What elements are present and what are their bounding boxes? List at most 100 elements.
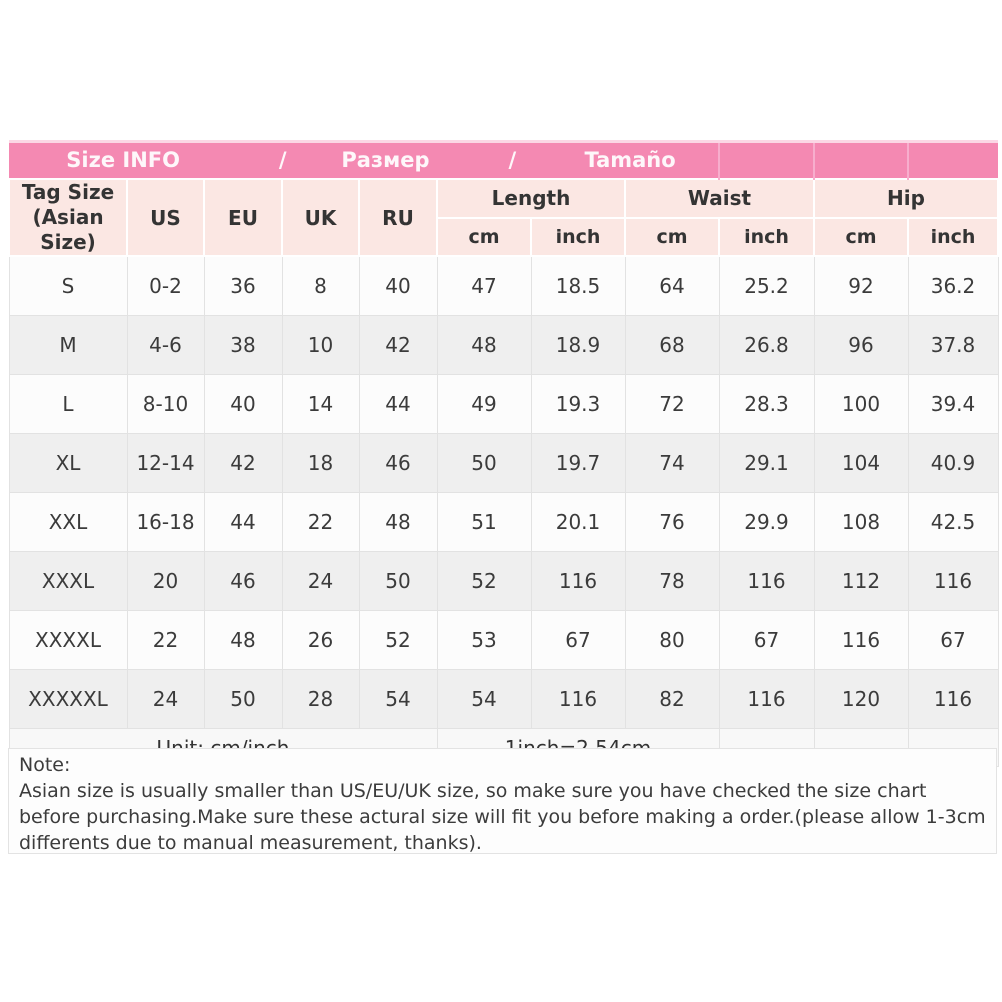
table-cell: 20.1 (530, 492, 626, 552)
header-length: Length (436, 178, 626, 219)
table-cell: 116 (718, 551, 815, 611)
header-hip-cm: cm (813, 216, 909, 257)
table-cell: 12-14 (126, 433, 205, 493)
table-cell: 24 (126, 669, 205, 729)
title-segment: Tamaño (584, 148, 676, 172)
table-cell: 52 (358, 610, 438, 670)
table-cell: 68 (624, 315, 720, 375)
table-cell: 20 (126, 551, 205, 611)
table-cell: 74 (624, 433, 720, 493)
table-cell: 104 (813, 433, 909, 493)
note-body: Asian size is usually smaller than US/EU… (19, 780, 986, 854)
header-row-units: cm inch cm inch cm inch (9, 216, 999, 257)
table-cell: 22 (126, 610, 205, 670)
title-band: Size INFO / Размер / Tamaño (9, 140, 998, 179)
table-cell: 78 (624, 551, 720, 611)
table-row: XXXL 20 46 24 50 52 116 78 116 112 116 (8, 551, 999, 611)
title-band-empty-cell (907, 140, 998, 179)
table-row: XXL 16-18 44 22 48 51 20.1 76 29.9 108 4… (8, 492, 999, 552)
table-cell: 42.5 (907, 492, 999, 552)
tag-size-cell: XXXXXL (8, 669, 128, 729)
table-cell: 18.5 (530, 255, 626, 316)
table-cell: 82 (624, 669, 720, 729)
corner-header-line2: (Asian Size) (32, 205, 104, 254)
tag-size-cell: XXL (8, 492, 128, 552)
table-cell: 80 (624, 610, 720, 670)
table-cell: 116 (530, 669, 626, 729)
header-uk: UK (281, 178, 360, 257)
table-cell: 54 (436, 669, 532, 729)
table-cell: 76 (624, 492, 720, 552)
table-row: S 0-2 36 8 40 47 18.5 64 25.2 92 36.2 (8, 255, 999, 316)
table-cell: 40.9 (907, 433, 999, 493)
table-cell: 116 (907, 551, 999, 611)
table-cell: 42 (203, 433, 283, 493)
table-cell: 19.7 (530, 433, 626, 493)
table-cell: 37.8 (907, 315, 999, 375)
table-cell: 36.2 (907, 255, 999, 316)
header-length-cm: cm (436, 216, 532, 257)
table-cell: 112 (813, 551, 909, 611)
table-cell: 8 (281, 255, 360, 316)
title-band-empty-cell (813, 140, 908, 179)
table-cell: 50 (358, 551, 438, 611)
table-cell: 51 (436, 492, 532, 552)
table-cell: 50 (203, 669, 283, 729)
table-cell: 53 (436, 610, 532, 670)
tag-size-cell: XXXXL (8, 610, 128, 670)
table-cell: 67 (530, 610, 626, 670)
table-cell: 26.8 (718, 315, 815, 375)
note-heading: Note: (19, 754, 71, 776)
table-cell: 25.2 (718, 255, 815, 316)
table-cell: 52 (436, 551, 532, 611)
table-row: L 8-10 40 14 44 49 19.3 72 28.3 100 39.4 (8, 374, 999, 434)
header-waist-inch: inch (718, 216, 815, 257)
table-cell: 116 (718, 669, 815, 729)
header-us: US (126, 178, 205, 257)
table-cell: 4-6 (126, 315, 205, 375)
title-segment: Size INFO (66, 148, 180, 172)
header-ru: RU (358, 178, 438, 257)
table-cell: 48 (436, 315, 532, 375)
title-separator: / (508, 148, 517, 172)
title-band-cell: Size INFO / Размер / Tamaño (9, 140, 719, 179)
table-cell: 42 (358, 315, 438, 375)
table-cell: 28 (281, 669, 360, 729)
note-box: Note: Asian size is usually smaller than… (8, 748, 997, 854)
tag-size-cell: M (8, 315, 128, 375)
table-body: S 0-2 36 8 40 47 18.5 64 25.2 92 36.2 M … (8, 255, 999, 729)
table-cell: 67 (907, 610, 999, 670)
table-cell: 44 (203, 492, 283, 552)
table-cell: 46 (358, 433, 438, 493)
table-cell: 116 (907, 669, 999, 729)
table-cell: 67 (718, 610, 815, 670)
table-cell: 19.3 (530, 374, 626, 434)
table-row: XXXXL 22 48 26 52 53 67 80 67 116 67 (8, 610, 999, 670)
title-separator: / (278, 148, 287, 172)
header-waist-cm: cm (624, 216, 720, 257)
table-cell: 46 (203, 551, 283, 611)
table-cell: 39.4 (907, 374, 999, 434)
table-cell: 47 (436, 255, 532, 316)
header-waist: Waist (624, 178, 815, 219)
tag-size-cell: XL (8, 433, 128, 493)
table-cell: 116 (813, 610, 909, 670)
corner-header-line1: Tag Size (21, 180, 115, 204)
tag-size-cell: XXXL (8, 551, 128, 611)
table-cell: 116 (530, 551, 626, 611)
table-cell: 44 (358, 374, 438, 434)
table-cell: 29.1 (718, 433, 815, 493)
table-cell: 36 (203, 255, 283, 316)
table-cell: 28.3 (718, 374, 815, 434)
tag-size-cell: L (8, 374, 128, 434)
title-segment: Размер (341, 148, 430, 172)
table-cell: 54 (358, 669, 438, 729)
table-cell: 64 (624, 255, 720, 316)
title-band-empty-cell (718, 140, 814, 179)
table-cell: 29.9 (718, 492, 815, 552)
table-cell: 120 (813, 669, 909, 729)
table-cell: 50 (436, 433, 532, 493)
header-hip-inch: inch (907, 216, 999, 257)
corner-header: Tag Size (Asian Size) (8, 178, 128, 257)
table-cell: 48 (203, 610, 283, 670)
